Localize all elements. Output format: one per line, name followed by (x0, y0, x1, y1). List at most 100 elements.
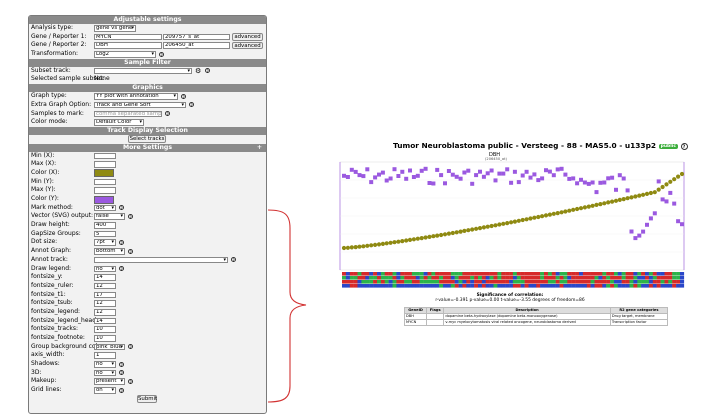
gene1-input[interactable]: MYCN (94, 33, 162, 41)
data-point-y (648, 216, 653, 221)
help-icon[interactable]: ? (231, 257, 236, 264)
gear-icon[interactable]: ⚙ (195, 66, 202, 75)
data-point-x (497, 222, 502, 227)
setting-label: Min (X): (31, 151, 55, 159)
help-icon[interactable]: ? (119, 370, 124, 377)
help-icon[interactable]: ? (128, 378, 133, 385)
samples-mark-input[interactable]: comma separated sample names (94, 110, 162, 118)
data-point-x (411, 237, 416, 242)
help-icon[interactable]: ? (119, 266, 124, 272)
select-tracks-button[interactable]: Select tracks (128, 135, 166, 143)
data-point-y (493, 178, 498, 183)
help-icon[interactable]: ? (128, 213, 133, 220)
setting-select[interactable]: no (94, 369, 116, 377)
heatmap-cell (369, 272, 374, 276)
setting-input[interactable]: 400 (94, 222, 116, 229)
cell-geneid[interactable]: MYCN (403, 319, 428, 326)
gene2-advanced-button[interactable]: advanced (232, 41, 263, 50)
transformation-select[interactable]: Log2 (94, 51, 156, 58)
color-swatch[interactable] (94, 195, 114, 204)
setting-select[interactable]: present (94, 378, 125, 386)
heatmap-cell (396, 284, 401, 288)
data-point-y (501, 171, 506, 176)
setting-input[interactable]: 14 (94, 317, 116, 325)
setting-input[interactable] (94, 178, 116, 186)
more-settings-row: Draw height: 400 (29, 221, 266, 230)
graph-type-select[interactable]: YY plot with annotation (94, 93, 178, 100)
setting-select[interactable]: dot (94, 204, 116, 212)
heatmap-cell (676, 284, 681, 288)
grid-lines (340, 179, 684, 253)
submit-button[interactable]: Submit (137, 395, 158, 403)
gene1-reporter-input[interactable]: 209757_s_at (163, 33, 230, 41)
heatmap-cell (672, 280, 677, 284)
gene1-advanced-button[interactable]: advanced (232, 33, 263, 41)
data-point-x (365, 243, 370, 248)
heatmap-cell (641, 272, 646, 276)
setting-input[interactable]: 1 (94, 352, 116, 359)
extra-option-select[interactable]: Track and Gene Sort (94, 101, 186, 109)
plot-title: Tumor Neuroblastoma public - Versteeg - … (393, 141, 688, 150)
setting-select[interactable]: bottom (94, 248, 125, 255)
heatmap-cell (435, 272, 440, 276)
setting-select[interactable]: 7pt (94, 239, 116, 247)
heatmap-cell (664, 280, 669, 284)
setting-input[interactable] (94, 187, 116, 194)
gene2-reporter-input[interactable]: 206450_at (163, 42, 230, 49)
setting-select[interactable] (94, 256, 228, 264)
gene2-row: Gene / Reporter 2: DBH 206450_at advance… (29, 41, 266, 50)
expand-plus-icon[interactable]: + (256, 143, 262, 151)
setting-select[interactable]: on (94, 387, 116, 394)
heatmap-cell (357, 284, 362, 288)
setting-input[interactable] (94, 161, 116, 168)
setting-select[interactable]: no (94, 265, 116, 273)
color-mode-select[interactable]: Default Color (94, 119, 144, 126)
more-settings-row: Grid lines: on? (29, 386, 266, 395)
setting-input[interactable]: 10 (94, 335, 116, 342)
help-icon[interactable]: ? (128, 344, 133, 351)
setting-input[interactable]: 12 (94, 308, 116, 316)
help-icon[interactable]: ? (165, 111, 170, 117)
setting-input[interactable]: 12 (94, 300, 116, 307)
help-icon[interactable]: ? (189, 102, 194, 109)
heatmap-cell (493, 276, 498, 280)
help-icon[interactable]: ? (205, 68, 210, 75)
data-point-x (489, 223, 494, 229)
heatmap-cell (532, 280, 537, 284)
help-icon[interactable]: ? (159, 51, 164, 58)
help-icon[interactable]: ? (119, 387, 124, 394)
help-icon[interactable]: ? (119, 205, 124, 212)
data-point-x (470, 227, 475, 232)
analysis-type-select[interactable]: gene vs gene (94, 25, 136, 32)
data-point-x (652, 190, 657, 195)
heatmap-cell (590, 276, 595, 280)
setting-input[interactable]: 17 (94, 291, 116, 299)
setting-select[interactable]: pink_blue (94, 343, 125, 351)
help-icon[interactable]: ? (181, 93, 186, 100)
data-point-x (547, 212, 552, 217)
more-settings-row: Annot track:? (29, 256, 266, 265)
setting-select[interactable]: false (94, 213, 125, 220)
setting-input[interactable]: 14 (94, 274, 116, 281)
data-point-x (617, 197, 622, 202)
heatmap-cell (563, 272, 568, 276)
help-icon[interactable]: ? (119, 239, 124, 246)
heatmap-cell (610, 276, 615, 280)
data-point-x (528, 216, 533, 221)
data-point-x (575, 206, 580, 212)
selected-subset-row: Selected sample subset: None (31, 75, 110, 83)
setting-select[interactable]: no (94, 361, 116, 368)
help-icon[interactable]: ? (680, 142, 688, 150)
setting-input[interactable]: 5 (94, 230, 116, 238)
gene2-input[interactable]: DBH (94, 42, 162, 49)
setting-input[interactable]: 10 (94, 326, 116, 333)
subset-track-select[interactable] (94, 67, 192, 75)
series-y-points (342, 166, 684, 241)
help-icon[interactable]: ? (128, 248, 133, 255)
heatmap-cell (625, 284, 630, 288)
setting-input[interactable]: 12 (94, 282, 116, 290)
color-swatch[interactable] (94, 169, 114, 178)
help-icon[interactable]: ? (119, 361, 124, 368)
setting-input[interactable] (94, 152, 116, 160)
data-point-x (369, 243, 374, 248)
